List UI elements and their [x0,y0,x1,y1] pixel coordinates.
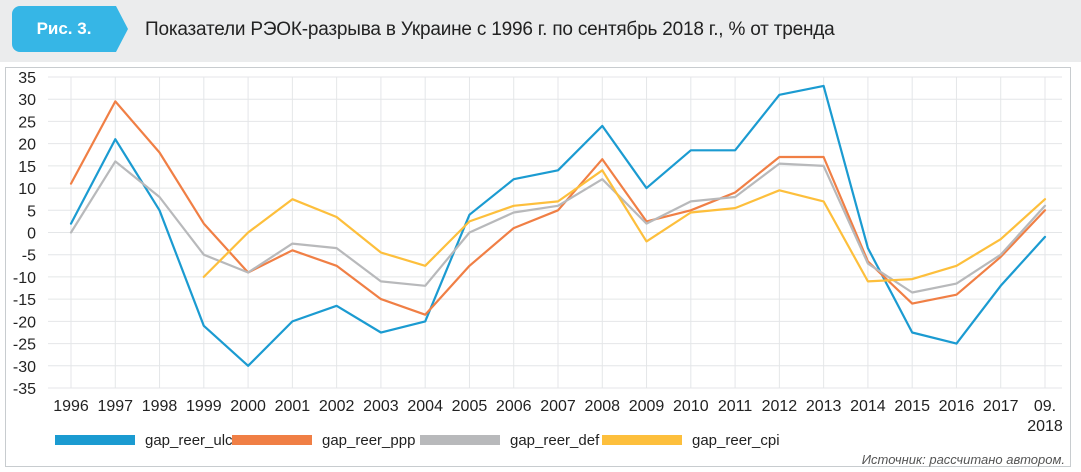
x-tick-label: 2001 [275,398,311,415]
y-tick-label: -5 [22,248,36,265]
legend-label: gap_reer_def [510,432,600,449]
series-line-gap-reer-def [69,160,1047,294]
y-tick-label: 5 [27,203,36,220]
y-tick-label: -10 [13,270,36,287]
x-tick-label: 2016 [939,398,975,415]
figure-label-arrow [116,6,128,52]
x-tick-label: 2000 [230,398,266,415]
x-tick-label: 2008 [584,398,620,415]
x-tick-label: 2010 [673,398,709,415]
figure-header [0,0,1081,62]
x-tick-label: 2015 [894,398,930,415]
x-tick-label: 2012 [762,398,798,415]
y-tick-label: 15 [18,159,36,176]
x-tick-label: 2009 [629,398,665,415]
source-note: Источник: рассчитано автором. [861,452,1065,467]
x-tick-label: 2014 [850,398,886,415]
y-tick-label: -35 [13,381,36,398]
y-tick-label: 10 [18,181,36,198]
x-tick-label: 2011 [718,398,753,415]
legend-swatch [420,435,500,445]
legend-label: gap_reer_cpi [692,432,780,449]
figure-label-badge: Рис. 3. [12,6,116,52]
x-tick-label: 09. 2018 [1027,398,1063,435]
x-tick-label: 2017 [983,398,1019,415]
x-tick-label: 2006 [496,398,532,415]
y-tick-label: -20 [13,314,36,331]
x-tick-label: 2004 [407,398,443,415]
chart-title: Показатели РЭОК-разрыва в Украине с 1996… [145,19,835,40]
y-tick-label: 30 [18,92,36,109]
y-tick-label: 0 [27,226,36,243]
legend-swatch [602,435,682,445]
y-tick-label: 35 [18,70,36,87]
legend-swatch [55,435,135,445]
x-tick-label: 1996 [53,398,89,415]
series-line-gap-reer-ppp [69,100,1047,316]
x-tick-label: 2005 [452,398,488,415]
y-tick-label: -30 [13,359,36,376]
legend-label: gap_reer_ulc [145,432,233,449]
y-tick-label: -15 [13,292,36,309]
series-line-gap-reer-cpi [202,169,1047,283]
x-tick-label: 1998 [142,398,178,415]
x-tick-label: 1999 [186,398,222,415]
x-tick-label: 1997 [97,398,133,415]
y-tick-label: 20 [18,137,36,154]
x-tick-label: 2003 [363,398,399,415]
y-tick-label: -25 [13,337,36,354]
y-tick-label: 25 [18,114,36,131]
legend-swatch [232,435,312,445]
x-tick-label: 2002 [319,398,355,415]
x-tick-label: 2007 [540,398,576,415]
x-tick-label: 2013 [806,398,842,415]
legend-label: gap_reer_ppp [322,432,415,449]
chart-frame [5,67,1071,467]
